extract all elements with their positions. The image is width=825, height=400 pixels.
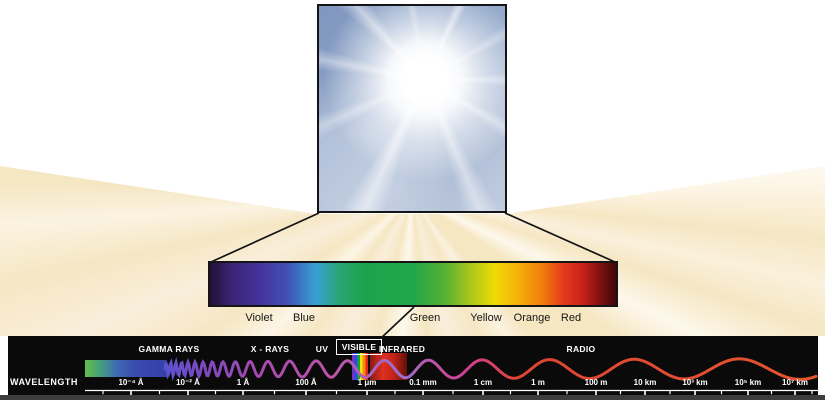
em-band-label: VISIBLE — [336, 339, 382, 355]
wavelength-tick-label: 100 m — [584, 378, 608, 387]
wavelength-tick-label: 1 Å — [236, 378, 250, 387]
visible-color-label: Violet — [245, 312, 273, 324]
bottom-strip — [0, 395, 825, 400]
wavelength-tick-label: 10⁵ km — [734, 378, 762, 387]
visible-color-label: Red — [560, 312, 582, 324]
wavelength-tick-label: 1 m — [531, 378, 545, 387]
wavelength-tick-label: 100 Å — [295, 378, 317, 387]
gamma-gradient-bar — [85, 360, 167, 377]
wavelength-tick-label: 10³ km — [682, 378, 708, 387]
em-band-label: GAMMA RAYS — [138, 344, 200, 354]
wavelength-tick-label: 10⁻² Å — [176, 378, 200, 387]
visible-color-label: Orange — [513, 312, 551, 324]
wavelength-tick-label: 10⁷ km — [782, 378, 808, 387]
visible-mini-rainbow — [352, 353, 368, 380]
infrared-block — [370, 353, 407, 380]
wavelength-tick-label: 1 cm — [473, 378, 493, 387]
em-band-label: X - RAYS — [250, 344, 290, 354]
wavelength-tick-label: 10 km — [633, 378, 657, 387]
visible-spectrum-bar — [208, 261, 618, 307]
wavelength-axis-title: WAVELENGTH — [10, 377, 78, 387]
em-band-label: INFRARED — [378, 344, 426, 354]
wavelength-tick-label: 0.1 mm — [409, 378, 437, 387]
wavelength-tick-label: 10⁻⁴ Å — [118, 378, 144, 387]
em-band-label: RADIO — [566, 344, 596, 354]
visible-color-label: Green — [409, 312, 441, 324]
sun-photo — [317, 4, 507, 213]
visible-color-label: Blue — [292, 312, 316, 324]
visible-color-label: Yellow — [470, 312, 502, 324]
em-band-label: UV — [315, 344, 329, 354]
wavelength-tick-label: 1 μm — [357, 378, 377, 387]
